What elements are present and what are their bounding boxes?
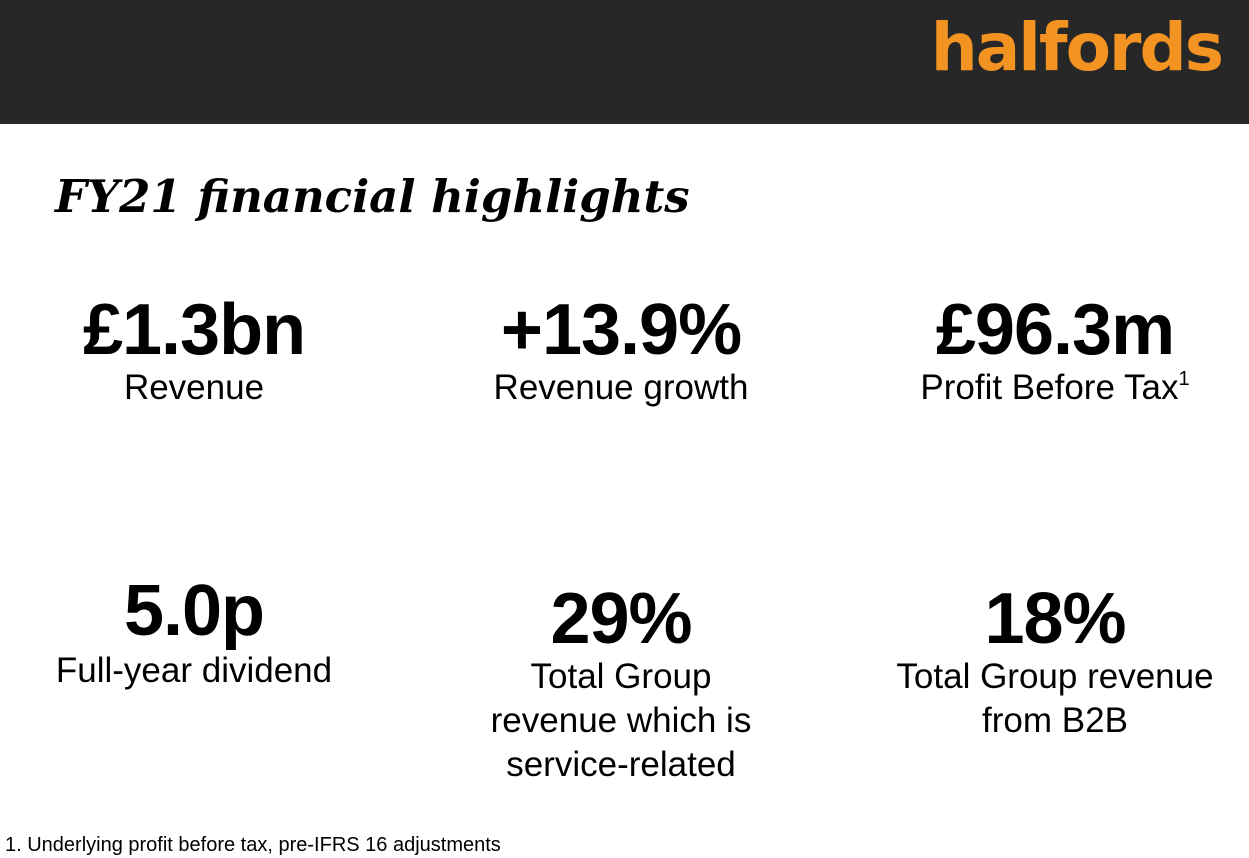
metric-label: Full-year dividend xyxy=(55,651,333,690)
header-bar: halfords xyxy=(0,0,1249,124)
metric-value: 5.0p xyxy=(123,571,265,651)
metric-label-line: service-related xyxy=(506,745,736,784)
metric-value: £1.3bn xyxy=(82,290,306,370)
metric-label: Total Group revenue which is service-rel… xyxy=(411,655,831,787)
halfords-logo: halfords xyxy=(930,9,1224,86)
metric-label-text: Profit Before Tax xyxy=(920,368,1179,407)
metric-value: 18% xyxy=(984,579,1126,659)
metric-label-line: from B2B xyxy=(982,701,1128,740)
metric-service-related-revenue: 29% Total Group revenue which is service… xyxy=(411,583,831,787)
metric-label-line: Total Group revenue xyxy=(896,657,1214,696)
metric-label: Profit Before Tax1 xyxy=(845,366,1249,415)
metric-label-line: Total Group xyxy=(530,657,712,696)
metric-b2b-revenue: 18% Total Group revenue from B2B xyxy=(845,583,1249,743)
metric-value: +13.9% xyxy=(500,290,742,370)
metric-label-line: revenue which is xyxy=(490,701,752,740)
metric-full-year-dividend: 5.0p Full-year dividend xyxy=(0,575,404,693)
metric-label: Revenue growth xyxy=(493,368,749,407)
slide-title: FY21 financial highlights xyxy=(55,170,690,223)
metric-revenue-growth: +13.9% Revenue growth xyxy=(411,294,831,410)
metric-revenue: £1.3bn Revenue xyxy=(0,294,404,410)
footnote-marker: 1 xyxy=(1178,368,1190,390)
footnote: 1. Underlying profit before tax, pre-IFR… xyxy=(5,834,501,856)
metric-profit-before-tax: £96.3m Profit Before Tax1 xyxy=(845,294,1249,415)
metric-label: Total Group revenue from B2B xyxy=(845,655,1249,743)
metric-label: Revenue xyxy=(123,368,265,407)
metric-value: £96.3m xyxy=(935,290,1175,370)
metric-value: 29% xyxy=(550,579,692,659)
